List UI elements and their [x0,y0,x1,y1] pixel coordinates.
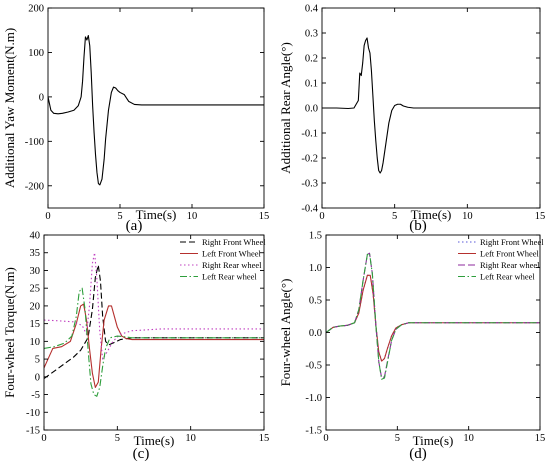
series-line-4 [326,252,540,380]
x-tick-label: 5 [117,211,122,222]
legend-entry: Right Front Wheel [202,237,266,247]
series-line-2 [326,274,540,362]
y-tick-label: 0.4 [305,4,319,15]
x-axis-label: Time(s) [134,433,175,448]
y-tick-label: 1.5 [309,231,322,242]
y-tick-label: -0.2 [301,154,318,165]
x-tick-label: 5 [395,433,400,444]
y-tick-label: -1.5 [305,426,322,437]
x-axis-label: Time(s) [136,207,177,222]
x-tick-label: 10 [463,433,474,444]
legend-entry: Left Front Wheel [480,249,539,259]
y-tick-label: -200 [25,181,44,192]
y-tick-label: 0.1 [305,79,318,90]
panel-label: (d) [409,446,427,462]
y-tick-label: 100 [28,48,44,59]
y-tick-label: -0.1 [301,129,318,140]
y-tick-label: 0.5 [309,296,322,307]
series-line-1 [326,274,540,362]
x-tick-label: 15 [259,433,270,444]
series-line-1 [44,264,264,380]
x-tick-label: 10 [187,211,198,222]
x-tick-label: 0 [323,433,328,444]
plot-frame [47,7,265,209]
y-tick-label: -0.5 [305,361,322,372]
y-tick-label: -0.3 [301,179,318,190]
x-tick-label: 10 [462,211,473,222]
y-tick-label: 0 [35,372,40,383]
legend-entry: Right Rear wheel [202,260,262,270]
y-tick-label: -10 [26,408,40,419]
x-tick-label: 15 [535,211,546,222]
chart-panel-2: 0 5 10 15 -0.4 -0.3 -0.2 -0.1 0.0 0.1 0.2 0.3 0.4 Tim… [278,4,545,235]
y-tick-label: 0.2 [305,54,318,65]
x-tick-label: 10 [185,433,196,444]
legend-entry: Left Rear wheel [480,272,535,282]
y-tick-label: -15 [26,426,40,437]
x-axis-label: Time(s) [411,207,452,222]
panel-label: (b) [409,218,427,234]
chart-panel-1: 0 5 10 15 -200 -100 0 100 200 Time(s) Additional Y… [2,4,269,235]
chart-panel-3: 0 5 10 15 -15 -10 -5 0 5 10 15 20 25 30 35 40 Time(s) Fou… [2,231,269,463]
y-axis-label: Four-wheel Angle(°) [278,279,293,387]
y-tick-label: -0.4 [301,204,318,215]
x-tick-label: 0 [319,211,324,222]
legend-entry: Right Front Wheel [480,237,544,247]
y-tick-label: 0.0 [305,104,318,115]
x-tick-label: 5 [392,211,397,222]
y-tick-label: 200 [28,4,44,15]
x-tick-label: 0 [41,433,46,444]
legend-entry: Left Front Wheel [202,249,261,259]
x-tick-label: 15 [259,211,270,222]
chart-panel-4: 0 5 10 15 -1.5 -1.0 -0.5 0.0 0.5 1.0 1.5 Time(s) Fou… [278,231,545,463]
plot-frame [43,234,265,431]
y-tick-label: 35 [30,248,41,259]
panel-label: (a) [126,218,143,234]
y-axis-label: Additional Yaw Moment(N.m) [2,28,17,188]
y-tick-label: 20 [30,301,41,312]
y-tick-label: 30 [30,266,41,277]
series-line-1 [48,35,264,186]
x-tick-label: 5 [115,433,120,444]
y-tick-label: 40 [30,231,41,242]
x-tick-label: 15 [535,433,546,444]
series-line-2 [44,303,264,388]
y-tick-label: -100 [25,137,44,148]
y-tick-label: 10 [30,337,41,348]
y-tick-label: 1.0 [309,263,322,274]
series-line-4 [44,287,264,397]
y-tick-label: 15 [30,319,41,330]
y-tick-label: 5 [35,355,40,366]
x-axis-label: Time(s) [413,433,454,448]
y-axis-label: Four-wheel Torque(N.m) [2,267,17,398]
series-line-3 [44,252,264,360]
legend-entry: Right Rear wheel [480,260,540,270]
y-tick-label: -1.0 [305,393,322,404]
y-tick-label: -5 [31,390,40,401]
x-tick-label: 0 [45,211,50,222]
y-tick-label: 0 [39,92,44,103]
legend-entry: Left Rear wheel [202,272,257,282]
y-tick-label: 25 [30,284,41,295]
series-line-1 [322,37,540,174]
panel-label: (c) [133,446,150,462]
y-axis-label: Additional Rear Angle(°) [278,42,293,174]
y-tick-label: 0.3 [305,29,318,40]
y-tick-label: 0.0 [309,328,322,339]
